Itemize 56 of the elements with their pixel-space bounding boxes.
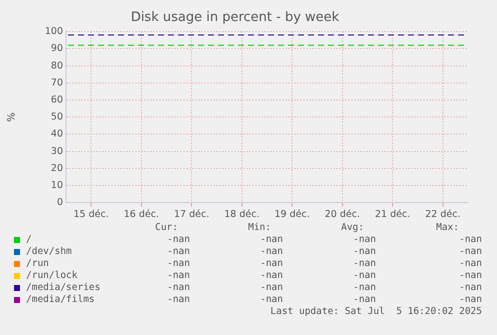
text: -nan: [353, 294, 376, 305]
legend-label: /dev/shm: [26, 246, 72, 257]
text: -nan: [459, 270, 482, 281]
text: Avg:: [341, 222, 364, 233]
legend-label: /: [26, 234, 32, 245]
y-tick-label: 80: [50, 60, 63, 72]
text: -nan: [260, 270, 283, 281]
text: -nan: [353, 246, 376, 257]
text: -nan: [260, 294, 283, 305]
y-tick-label: 90: [50, 43, 63, 54]
legend-label: /run/lock: [26, 270, 78, 281]
text: -nan: [167, 246, 190, 257]
text: -nan: [459, 282, 482, 293]
text: -nan: [353, 270, 376, 281]
text: -nan: [260, 258, 283, 269]
legend-label: /media/films: [26, 294, 95, 305]
text: -nan: [260, 234, 283, 245]
text: -nan: [167, 282, 190, 293]
y-tick-label: 60: [50, 94, 63, 106]
y-tick-label: 0: [56, 197, 63, 208]
text: Cur:: [155, 222, 178, 233]
x-tick-label: 18 déc.: [224, 208, 260, 220]
x-tick-label: 20 déc.: [324, 208, 360, 220]
x-tick-label: 19 déc.: [274, 208, 310, 220]
text: -nan: [459, 246, 482, 257]
text: -nan: [167, 234, 190, 245]
chart-title: Disk usage in percent - by week: [130, 10, 340, 26]
text: -nan: [459, 258, 482, 269]
y-tick-label: 100: [44, 26, 63, 38]
text: -nan: [459, 294, 482, 305]
text: -nan: [353, 234, 376, 245]
legend-label: /media/series: [26, 282, 100, 293]
y-tick-label: 70: [50, 77, 63, 88]
y-tick-label: 40: [50, 128, 63, 140]
text: Last update: Sat Jul 5 16:20:02 2025: [270, 306, 482, 317]
text: -nan: [353, 282, 376, 293]
y-tick-label: 10: [50, 180, 63, 191]
x-tick-label: 15 déc.: [74, 208, 109, 220]
text: Max:: [436, 222, 459, 233]
text: -nan: [167, 270, 190, 281]
x-tick-label: 22 déc.: [425, 208, 460, 220]
text: -nan: [167, 258, 190, 269]
text: -nan: [353, 258, 376, 269]
text: Min:: [248, 222, 271, 233]
text: -nan: [459, 234, 482, 245]
text: -nan: [260, 246, 283, 257]
y-tick-label: 50: [50, 112, 63, 123]
x-tick-label: 21 déc.: [375, 208, 410, 220]
text: -nan: [260, 282, 283, 293]
y-tick-label: 30: [50, 146, 63, 157]
y-tick-label: 20: [50, 162, 63, 174]
x-tick-label: 17 déc.: [174, 208, 210, 220]
text: -nan: [167, 294, 190, 305]
y-axis-title: %: [6, 112, 18, 122]
legend-label: /run: [26, 258, 49, 269]
x-tick-label: 16 déc.: [124, 208, 159, 220]
